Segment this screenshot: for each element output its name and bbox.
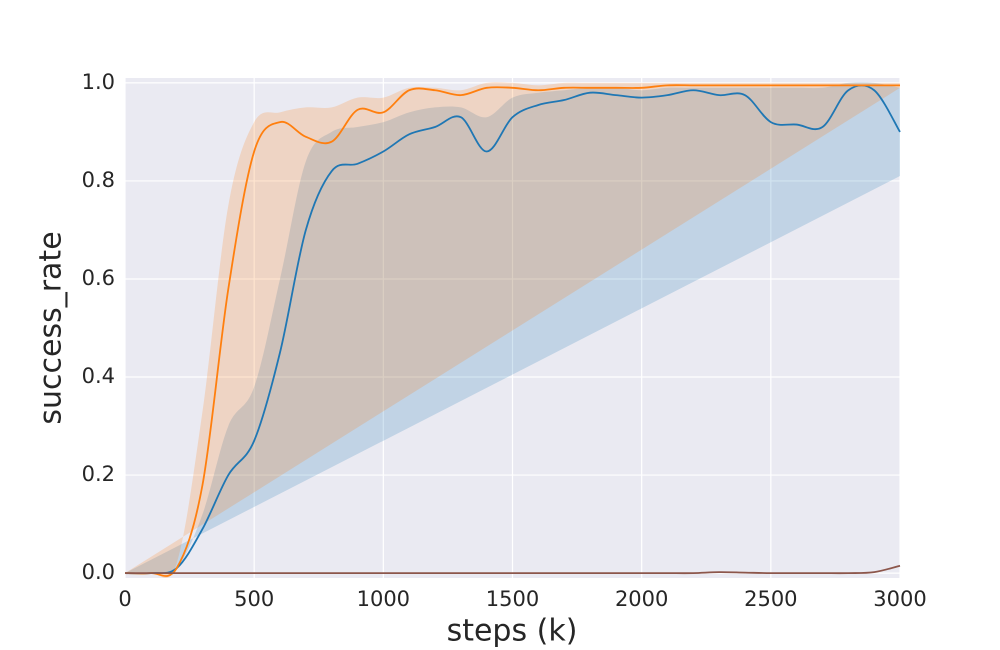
x-tick-label: 2000 bbox=[615, 587, 668, 611]
confidence-band bbox=[125, 82, 900, 575]
x-tick-label: 3000 bbox=[873, 587, 926, 611]
y-tick-label: 0.6 bbox=[82, 266, 115, 290]
line bbox=[124, 84, 900, 577]
y-tick-label: 0.8 bbox=[82, 168, 115, 192]
x-tick-label: 1000 bbox=[357, 587, 410, 611]
y-tick-label: 1.0 bbox=[82, 70, 115, 94]
x-tick-label: 1500 bbox=[486, 587, 539, 611]
x-axis-label: steps (k) bbox=[447, 614, 578, 649]
y-axis-label: success_rate bbox=[34, 231, 69, 424]
x-tick-label: 500 bbox=[234, 587, 274, 611]
x-tick-label: 0 bbox=[118, 587, 131, 611]
line bbox=[124, 84, 901, 575]
y-tick-label: 0.2 bbox=[82, 462, 115, 486]
confidence-band bbox=[125, 82, 900, 578]
line bbox=[125, 564, 901, 575]
x-tick-label: 2500 bbox=[744, 587, 797, 611]
y-tick-label: 0.4 bbox=[82, 364, 115, 388]
y-tick-label: 0.0 bbox=[82, 560, 115, 584]
